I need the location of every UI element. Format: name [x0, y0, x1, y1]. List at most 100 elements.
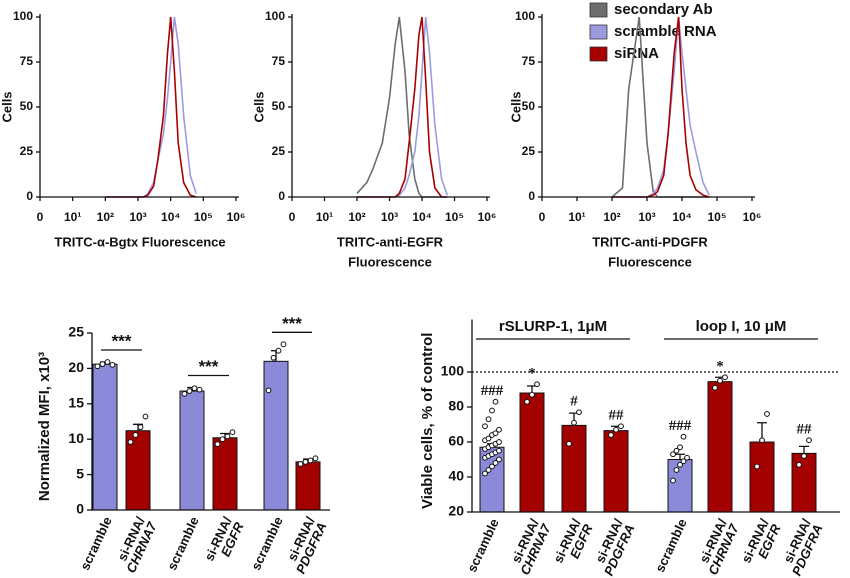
y-tick-label: 100: [13, 9, 33, 23]
data-point: [764, 411, 770, 417]
y-tick-label: 5: [76, 465, 84, 481]
x-tick-label: 10²: [97, 210, 114, 224]
x-tick-label: 10⁵: [445, 210, 464, 224]
legend-label: siRNA: [614, 45, 659, 62]
significance-label: ###: [481, 383, 504, 399]
data-point: [181, 390, 188, 397]
bar: [667, 459, 693, 513]
x-axis-label: Fluorescence: [608, 254, 692, 269]
y-tick-label: 25: [522, 144, 536, 158]
significance-label: *: [528, 366, 536, 382]
data-point: [307, 457, 314, 464]
group-label: rSLURP-1, 1μM: [499, 318, 607, 335]
x-axis-label: TRITC-α-Bgtx Fluorescence: [54, 234, 225, 249]
data-point: [492, 460, 499, 466]
error-bar: [675, 453, 685, 460]
data-point: [482, 470, 488, 477]
y-tick-label: 75: [20, 54, 34, 68]
data-point: [524, 398, 530, 405]
data-point: [677, 461, 683, 468]
x-tick-label: 10⁶: [478, 210, 497, 224]
x-tick-label: 10⁶: [227, 210, 246, 224]
data-point: [712, 384, 718, 391]
bar: [561, 424, 587, 513]
data-point: [270, 354, 277, 361]
data-point: [673, 467, 680, 473]
data-point: [302, 458, 309, 465]
axes: [291, 14, 490, 198]
y-tick-label: 20: [68, 359, 84, 375]
data-point: [275, 347, 282, 354]
y-tick-label: 0: [76, 501, 84, 517]
bar: [519, 392, 545, 513]
data-point: [670, 477, 676, 484]
y-tick-label: 25: [272, 144, 286, 158]
data-point: [99, 361, 106, 368]
axes: [39, 14, 239, 198]
y-tick-label: 0: [278, 189, 285, 203]
data-point: [127, 439, 134, 445]
y-tick-label: 100: [515, 9, 535, 23]
data-point: [680, 458, 687, 465]
x-tick-label: 10⁵: [708, 210, 727, 224]
data-point: [265, 387, 272, 394]
x-axis-label: TRITC-anti-PDGFR: [592, 234, 708, 249]
x-tick-label: 10⁴: [412, 210, 431, 224]
data-point: [613, 426, 619, 433]
y-tick-label: 25: [20, 144, 34, 158]
data-point: [142, 413, 149, 420]
data-point: [759, 437, 765, 444]
data-point: [496, 439, 502, 445]
data-point: [186, 388, 193, 394]
bar: [603, 430, 629, 513]
y-tick-label: 0: [528, 189, 535, 203]
x-tick-label: scramble: [164, 514, 202, 572]
x-tick-label: 10¹: [568, 210, 585, 224]
x-tick-label: 0: [289, 210, 296, 224]
data-point: [722, 374, 728, 381]
x-tick-label: 10⁴: [672, 210, 691, 224]
data-point: [482, 423, 488, 430]
x-tick-label: 10⁴: [161, 210, 180, 224]
data-point: [485, 435, 492, 442]
y-tick-label: 50: [522, 99, 536, 113]
x-tick-label: 10¹: [64, 210, 81, 224]
significance-label: ##: [609, 408, 625, 424]
data-point: [801, 453, 807, 459]
data-point: [485, 416, 492, 423]
data-point: [196, 386, 203, 393]
bar: [212, 437, 238, 511]
data-point: [219, 436, 226, 443]
data-point: [670, 451, 676, 458]
data-point: [191, 385, 198, 392]
data-point: [224, 433, 231, 440]
x-tick-label: 10⁵: [194, 210, 213, 224]
data-point: [104, 359, 111, 365]
y-tick-label: 50: [272, 99, 286, 113]
data-point: [492, 398, 499, 405]
bar: [92, 363, 118, 511]
legend-label: secondary Ab: [614, 1, 713, 18]
error-bar: [799, 445, 809, 454]
significance-label: ##: [797, 422, 813, 438]
data-point: [796, 461, 802, 468]
data-point: [496, 447, 502, 454]
data-point: [571, 419, 577, 426]
y-tick-label: 75: [272, 54, 286, 68]
data-point: [566, 440, 572, 447]
x-tick-label: scramble: [77, 514, 115, 572]
y-tick-label: 50: [20, 99, 34, 113]
x-tick-label: 10³: [638, 210, 655, 224]
data-point: [608, 432, 614, 438]
y-tick-label: 15: [68, 395, 84, 411]
data-point: [229, 429, 236, 436]
data-point: [534, 381, 540, 388]
data-point: [529, 391, 535, 398]
y-tick-label: 75: [522, 54, 536, 68]
x-tick-label: 10²: [603, 210, 620, 224]
y-tick-label: 25: [68, 324, 84, 340]
data-point: [684, 454, 690, 461]
significance-label: ###: [669, 418, 692, 434]
data-point: [717, 377, 723, 384]
data-point: [94, 363, 101, 370]
